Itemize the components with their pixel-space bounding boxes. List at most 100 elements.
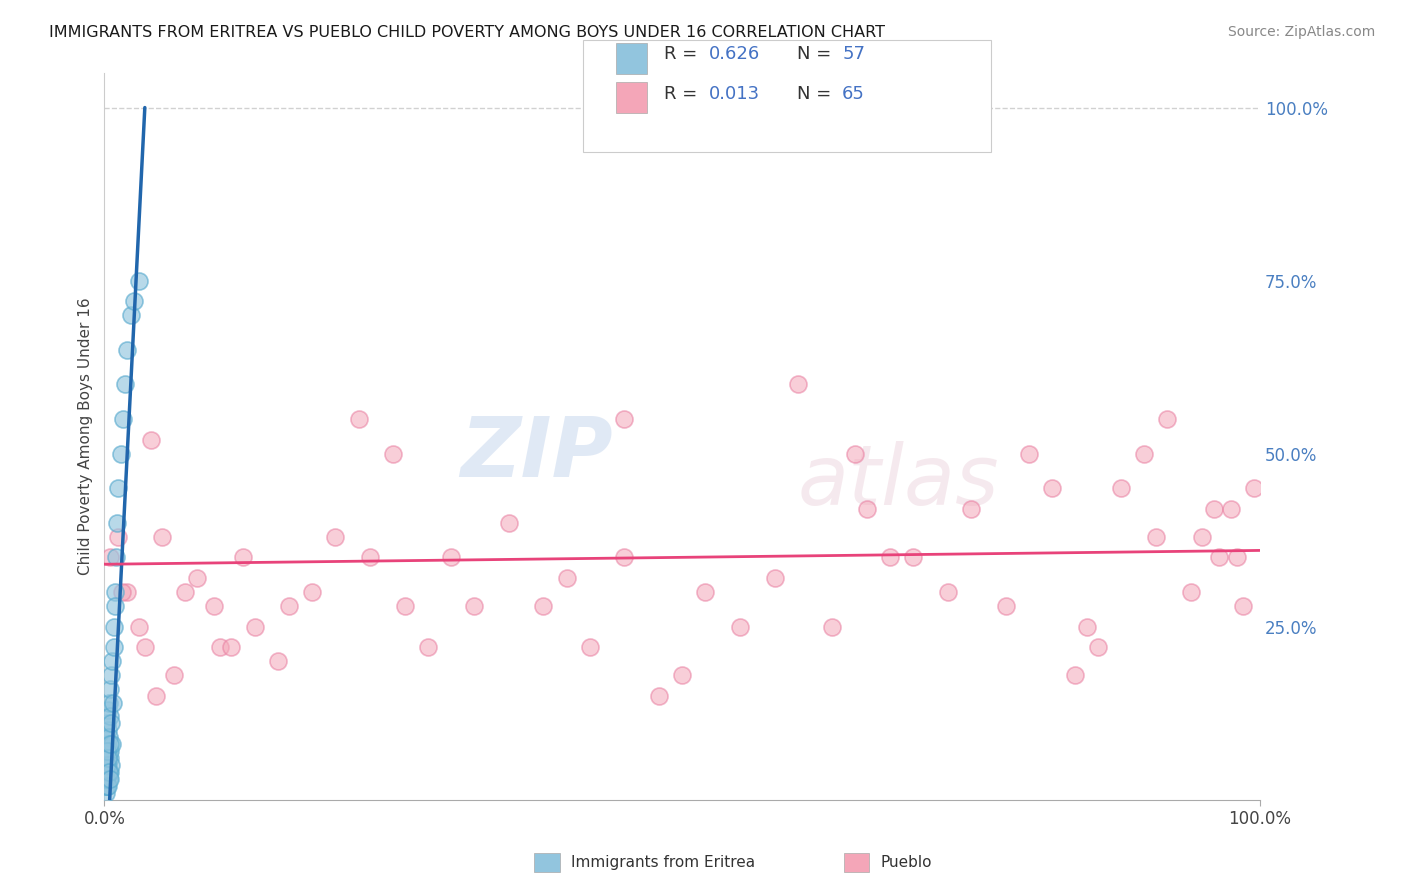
Point — [186, 571, 208, 585]
Point — [1191, 530, 1213, 544]
Point — [98, 744, 121, 758]
Point — [879, 550, 901, 565]
Point — [97, 723, 120, 738]
Point — [94, 772, 117, 786]
Point — [94, 779, 117, 793]
Point — [94, 737, 117, 751]
Point — [325, 530, 347, 544]
Point — [671, 668, 693, 682]
Point — [278, 599, 301, 613]
Point — [110, 446, 132, 460]
Text: 0.626: 0.626 — [709, 45, 759, 63]
Point — [763, 571, 786, 585]
Point — [101, 696, 124, 710]
Point — [97, 744, 120, 758]
Point — [347, 412, 370, 426]
Point — [856, 502, 879, 516]
Point — [1220, 502, 1243, 516]
Point — [98, 751, 121, 765]
Point — [101, 737, 124, 751]
Point — [98, 731, 121, 745]
Point — [128, 274, 150, 288]
Point — [1202, 502, 1225, 516]
Point — [94, 751, 117, 765]
Point — [98, 764, 121, 779]
Point — [103, 619, 125, 633]
Point — [107, 481, 129, 495]
Point — [1243, 481, 1265, 495]
Point — [96, 744, 118, 758]
Point — [107, 530, 129, 544]
Point — [301, 585, 323, 599]
Point — [359, 550, 381, 565]
Point — [416, 640, 439, 655]
Point — [98, 696, 121, 710]
Point — [695, 585, 717, 599]
Point — [97, 737, 120, 751]
Point — [96, 779, 118, 793]
Text: Immigrants from Eritrea: Immigrants from Eritrea — [571, 855, 755, 870]
Point — [98, 550, 121, 565]
Text: IMMIGRANTS FROM ERITREA VS PUEBLO CHILD POVERTY AMONG BOYS UNDER 16 CORRELATION : IMMIGRANTS FROM ERITREA VS PUEBLO CHILD … — [49, 25, 886, 40]
Point — [98, 764, 121, 779]
Point — [202, 599, 225, 613]
Point — [124, 294, 146, 309]
Point — [578, 640, 600, 655]
Text: ZIP: ZIP — [460, 413, 613, 494]
Point — [104, 585, 127, 599]
Point — [134, 640, 156, 655]
Point — [98, 709, 121, 723]
Point — [1180, 585, 1202, 599]
Point — [903, 550, 925, 565]
Text: Pueblo: Pueblo — [880, 855, 932, 870]
Point — [243, 619, 266, 633]
Point — [1144, 530, 1167, 544]
Point — [97, 751, 120, 765]
Text: 57: 57 — [842, 45, 865, 63]
Point — [111, 412, 134, 426]
Point — [96, 744, 118, 758]
Point — [613, 412, 636, 426]
Point — [1156, 412, 1178, 426]
Point — [104, 599, 127, 613]
Text: N =: N = — [797, 45, 837, 63]
Point — [94, 758, 117, 772]
Point — [104, 550, 127, 565]
Point — [97, 702, 120, 716]
Text: 0.013: 0.013 — [709, 85, 759, 103]
Y-axis label: Child Poverty Among Boys Under 16: Child Poverty Among Boys Under 16 — [79, 297, 93, 575]
Point — [786, 377, 808, 392]
Point — [97, 779, 120, 793]
Point — [120, 308, 142, 322]
Point — [394, 599, 416, 613]
Point — [936, 585, 959, 599]
Point — [960, 502, 983, 516]
Point — [1087, 640, 1109, 655]
Point — [117, 585, 139, 599]
Point — [101, 654, 124, 668]
Point — [94, 772, 117, 786]
Point — [208, 640, 231, 655]
Point — [150, 530, 173, 544]
Point — [98, 737, 121, 751]
Point — [267, 654, 290, 668]
Point — [97, 764, 120, 779]
Point — [94, 764, 117, 779]
Point — [1076, 619, 1098, 633]
Point — [96, 764, 118, 779]
Point — [98, 772, 121, 786]
Text: 65: 65 — [842, 85, 865, 103]
Point — [105, 516, 128, 530]
Point — [96, 716, 118, 731]
Point — [1226, 550, 1249, 565]
Point — [994, 599, 1017, 613]
Point — [111, 585, 134, 599]
Point — [94, 786, 117, 800]
Text: Source: ZipAtlas.com: Source: ZipAtlas.com — [1227, 25, 1375, 39]
Point — [555, 571, 578, 585]
Point — [100, 716, 122, 731]
Point — [533, 599, 555, 613]
Point — [232, 550, 254, 565]
Point — [103, 640, 125, 655]
Point — [128, 619, 150, 633]
